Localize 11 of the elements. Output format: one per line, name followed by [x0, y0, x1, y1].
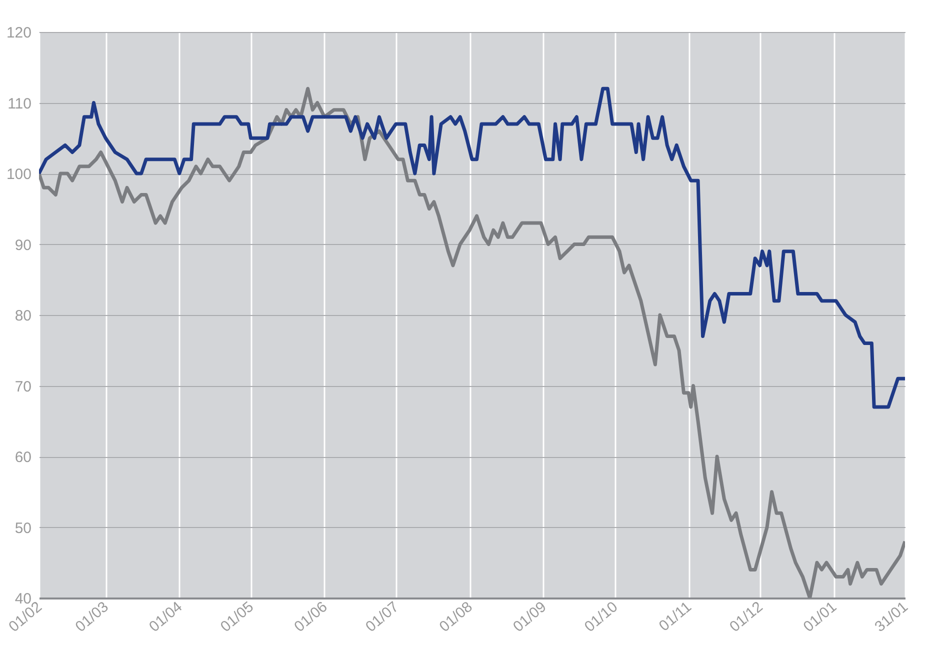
line-series	[39, 86, 905, 598]
line-series	[39, 86, 905, 409]
y-tick-label: 70	[14, 378, 32, 396]
y-tick-label: 50	[14, 520, 32, 537]
y-tick-label: 110	[8, 95, 32, 112]
y-tick-label: 100	[6, 166, 32, 183]
y-tick-label: 80	[14, 308, 32, 324]
y-tick-label: 40	[14, 590, 32, 608]
y-tick-label: 120	[6, 24, 32, 42]
y-tick-label: 60	[14, 449, 32, 466]
y-tick-label: 90	[14, 236, 32, 254]
